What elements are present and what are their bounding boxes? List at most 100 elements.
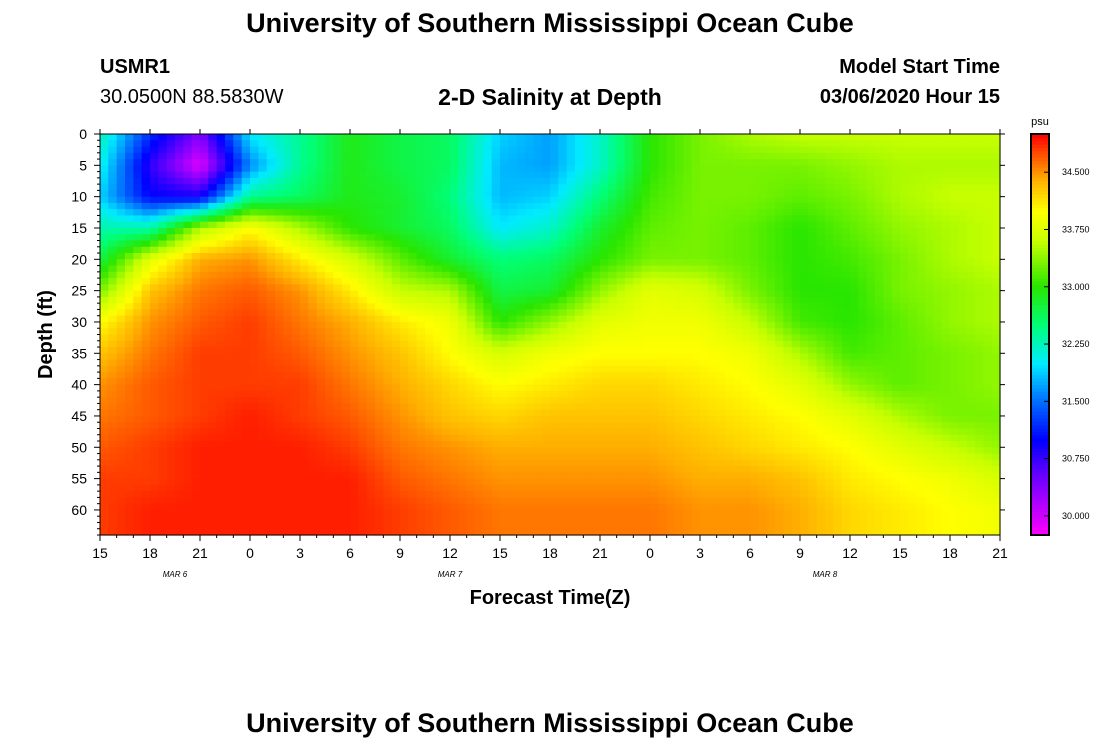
heatmap-cell [558,190,568,198]
heatmap-cell [550,397,559,405]
heatmap-cell [908,315,918,323]
heatmap-cell [850,284,859,292]
heatmap-cell [975,221,984,229]
heatmap-cell [175,227,184,235]
heatmap-cell [708,202,718,210]
heatmap-cell [925,246,934,254]
heatmap-cell [875,347,884,354]
heatmap-cell [958,403,968,411]
heatmap-cell [708,278,718,285]
heatmap-cell [916,309,926,317]
heatmap-cell [216,403,226,411]
heatmap-cell [775,184,784,191]
heatmap-cell [308,328,318,336]
heatmap-cell [316,303,326,311]
heatmap-cell [941,309,951,317]
heatmap-cell [325,403,334,411]
heatmap-cell [466,184,476,191]
heatmap-cell [875,246,884,254]
heatmap-cell [191,384,201,392]
heatmap-cell [675,152,684,160]
heatmap-cell [433,296,443,304]
heatmap-cell [741,184,751,191]
heatmap-cell [400,221,409,229]
heatmap-cell [491,365,501,373]
heatmap-cell [250,253,259,260]
heatmap-cell [908,278,918,285]
heatmap-cell [608,259,618,267]
heatmap-cell [575,340,584,348]
heatmap-cell [758,340,768,348]
heatmap-cell [483,165,493,173]
heatmap-cell [125,165,134,173]
heatmap-cell [200,403,209,411]
heatmap-cell [958,334,968,342]
heatmap-cell [300,165,309,173]
heatmap-cell [983,365,993,373]
heatmap-cell [458,253,468,260]
heatmap-cell [816,165,826,173]
heatmap-cell [233,303,243,311]
heatmap-cell [533,234,543,242]
heatmap-cell [408,284,418,292]
heatmap-cell [841,240,851,248]
heatmap-cell [183,340,193,348]
heatmap-cell [391,165,401,173]
heatmap-cell [733,278,743,285]
heatmap-cell [641,347,651,354]
heatmap-cell [758,378,768,386]
heatmap-cell [958,378,968,386]
heatmap-cell [808,140,818,148]
heatmap-cell [450,221,459,229]
heatmap-cell [416,309,426,317]
heatmap-cell [733,415,743,423]
heatmap-cell [408,159,418,166]
heatmap-cell [466,265,476,273]
heatmap-cell [925,390,934,398]
heatmap-cell [925,165,934,173]
heatmap-cell [550,165,559,173]
heatmap-cell [625,234,634,242]
heatmap-cell [766,202,776,210]
heatmap-cell [483,234,493,242]
heatmap-cell [766,271,776,279]
heatmap-cell [316,390,326,398]
heatmap-cell [416,278,426,285]
heatmap-cell [866,328,876,336]
heatmap-cell [375,334,384,342]
heatmap-cell [116,240,126,248]
heatmap-cell [733,390,743,398]
heatmap-cell [891,234,901,242]
heatmap-cell [391,384,401,392]
heatmap-cell [450,171,459,179]
heatmap-cell [858,253,868,260]
heatmap-cell [575,296,584,304]
heatmap-cell [158,177,168,185]
heatmap-cell [816,353,826,361]
heatmap-cell [225,246,234,254]
heatmap-cell [958,221,968,229]
heatmap-cell [641,190,651,198]
heatmap-cell [133,202,143,210]
heatmap-cell [358,334,368,342]
heatmap-cell [425,365,434,373]
heatmap-cell [875,265,884,273]
heatmap-cell [533,284,543,292]
heatmap-cell [558,221,568,229]
heatmap-cell [100,152,109,160]
heatmap-cell [250,184,259,191]
heatmap-cell [808,415,818,423]
heatmap-cell [183,321,193,329]
heatmap-cell [375,378,384,386]
heatmap-cell [891,390,901,398]
heatmap-cell [525,372,534,379]
heatmap-cell [325,265,334,273]
heatmap-cell [683,409,693,417]
heatmap-cell [883,403,893,411]
heatmap-cell [591,290,601,298]
heatmap-cell [591,159,601,166]
heatmap-cell [341,159,351,166]
heatmap-cell [758,390,768,398]
heatmap-cell [516,390,526,398]
heatmap-cell [858,347,868,354]
